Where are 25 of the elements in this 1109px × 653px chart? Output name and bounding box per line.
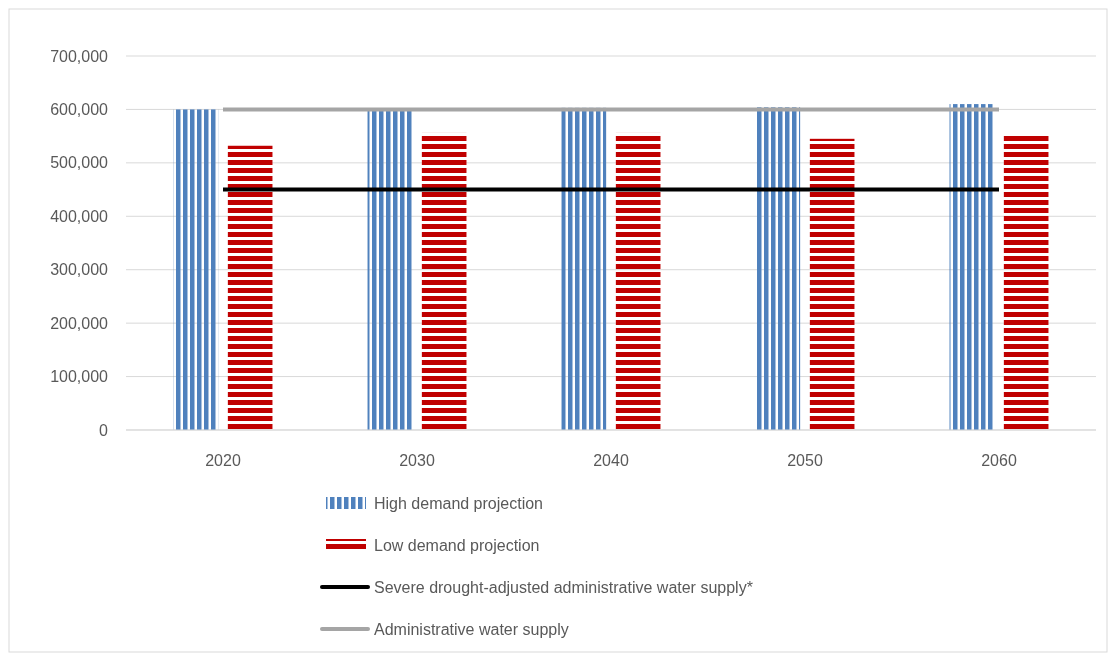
x-tick-label: 2050: [787, 452, 823, 469]
x-tick-label: 2060: [981, 452, 1017, 469]
bar: [227, 145, 273, 430]
bar: [421, 132, 467, 430]
bar: [809, 138, 855, 430]
legend-label: Low demand projection: [374, 536, 540, 554]
bar: [367, 110, 413, 430]
y-tick-label: 200,000: [50, 314, 109, 332]
y-tick-label: 600,000: [50, 101, 109, 119]
x-tick-label: 2040: [593, 452, 629, 469]
bar: [173, 109, 219, 430]
legend-label: Severe drought-adjusted administrative water supply*: [374, 578, 753, 596]
legend-label: High demand projection: [374, 494, 543, 512]
bar: [615, 132, 661, 430]
legend-label: Administrative water supply: [374, 620, 569, 638]
y-tick-label: 500,000: [50, 154, 109, 172]
y-tick-label: 400,000: [50, 207, 109, 225]
x-tick-label: 2020: [205, 452, 241, 469]
x-tick-label: 2030: [399, 452, 435, 469]
y-tick-label: 100,000: [50, 368, 109, 386]
bar: [949, 104, 995, 430]
y-tick-label: 300,000: [50, 261, 109, 279]
y-tick-label: 0: [99, 421, 109, 439]
bar: [1003, 134, 1049, 430]
y-tick-label: 700,000: [50, 47, 109, 65]
